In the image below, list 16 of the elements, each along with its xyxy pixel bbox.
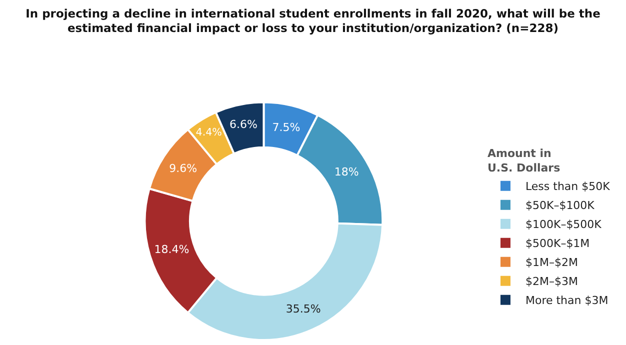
data-label: 18%	[334, 166, 359, 179]
legend-label: More than $3M	[525, 294, 608, 308]
data-label: 4.4%	[196, 126, 222, 138]
data-label: 9.6%	[169, 162, 198, 175]
legend-label: $2M–$3M	[525, 275, 578, 288]
data-label: 7.5%	[272, 120, 300, 134]
legend-label: $100K–$500K	[525, 218, 602, 232]
legend-label: $1M–$2M	[525, 256, 578, 270]
data-label: 35.5%	[286, 302, 321, 316]
legend-label: $50K–$100K	[525, 199, 596, 212]
legend-title: Amount in U.S. Dollars	[487, 147, 561, 174]
data-label: 6.6%	[229, 118, 258, 132]
data-label: 18.4%	[154, 243, 190, 256]
legend-label: Less than $50K	[525, 180, 611, 194]
legend-label: $500K–$1M	[525, 237, 590, 250]
chart-title: In projecting a decline in international student enrollments in fall 2020, what will be the estimated financial impact or loss to your institution/organization? (n=228)	[26, 6, 601, 36]
